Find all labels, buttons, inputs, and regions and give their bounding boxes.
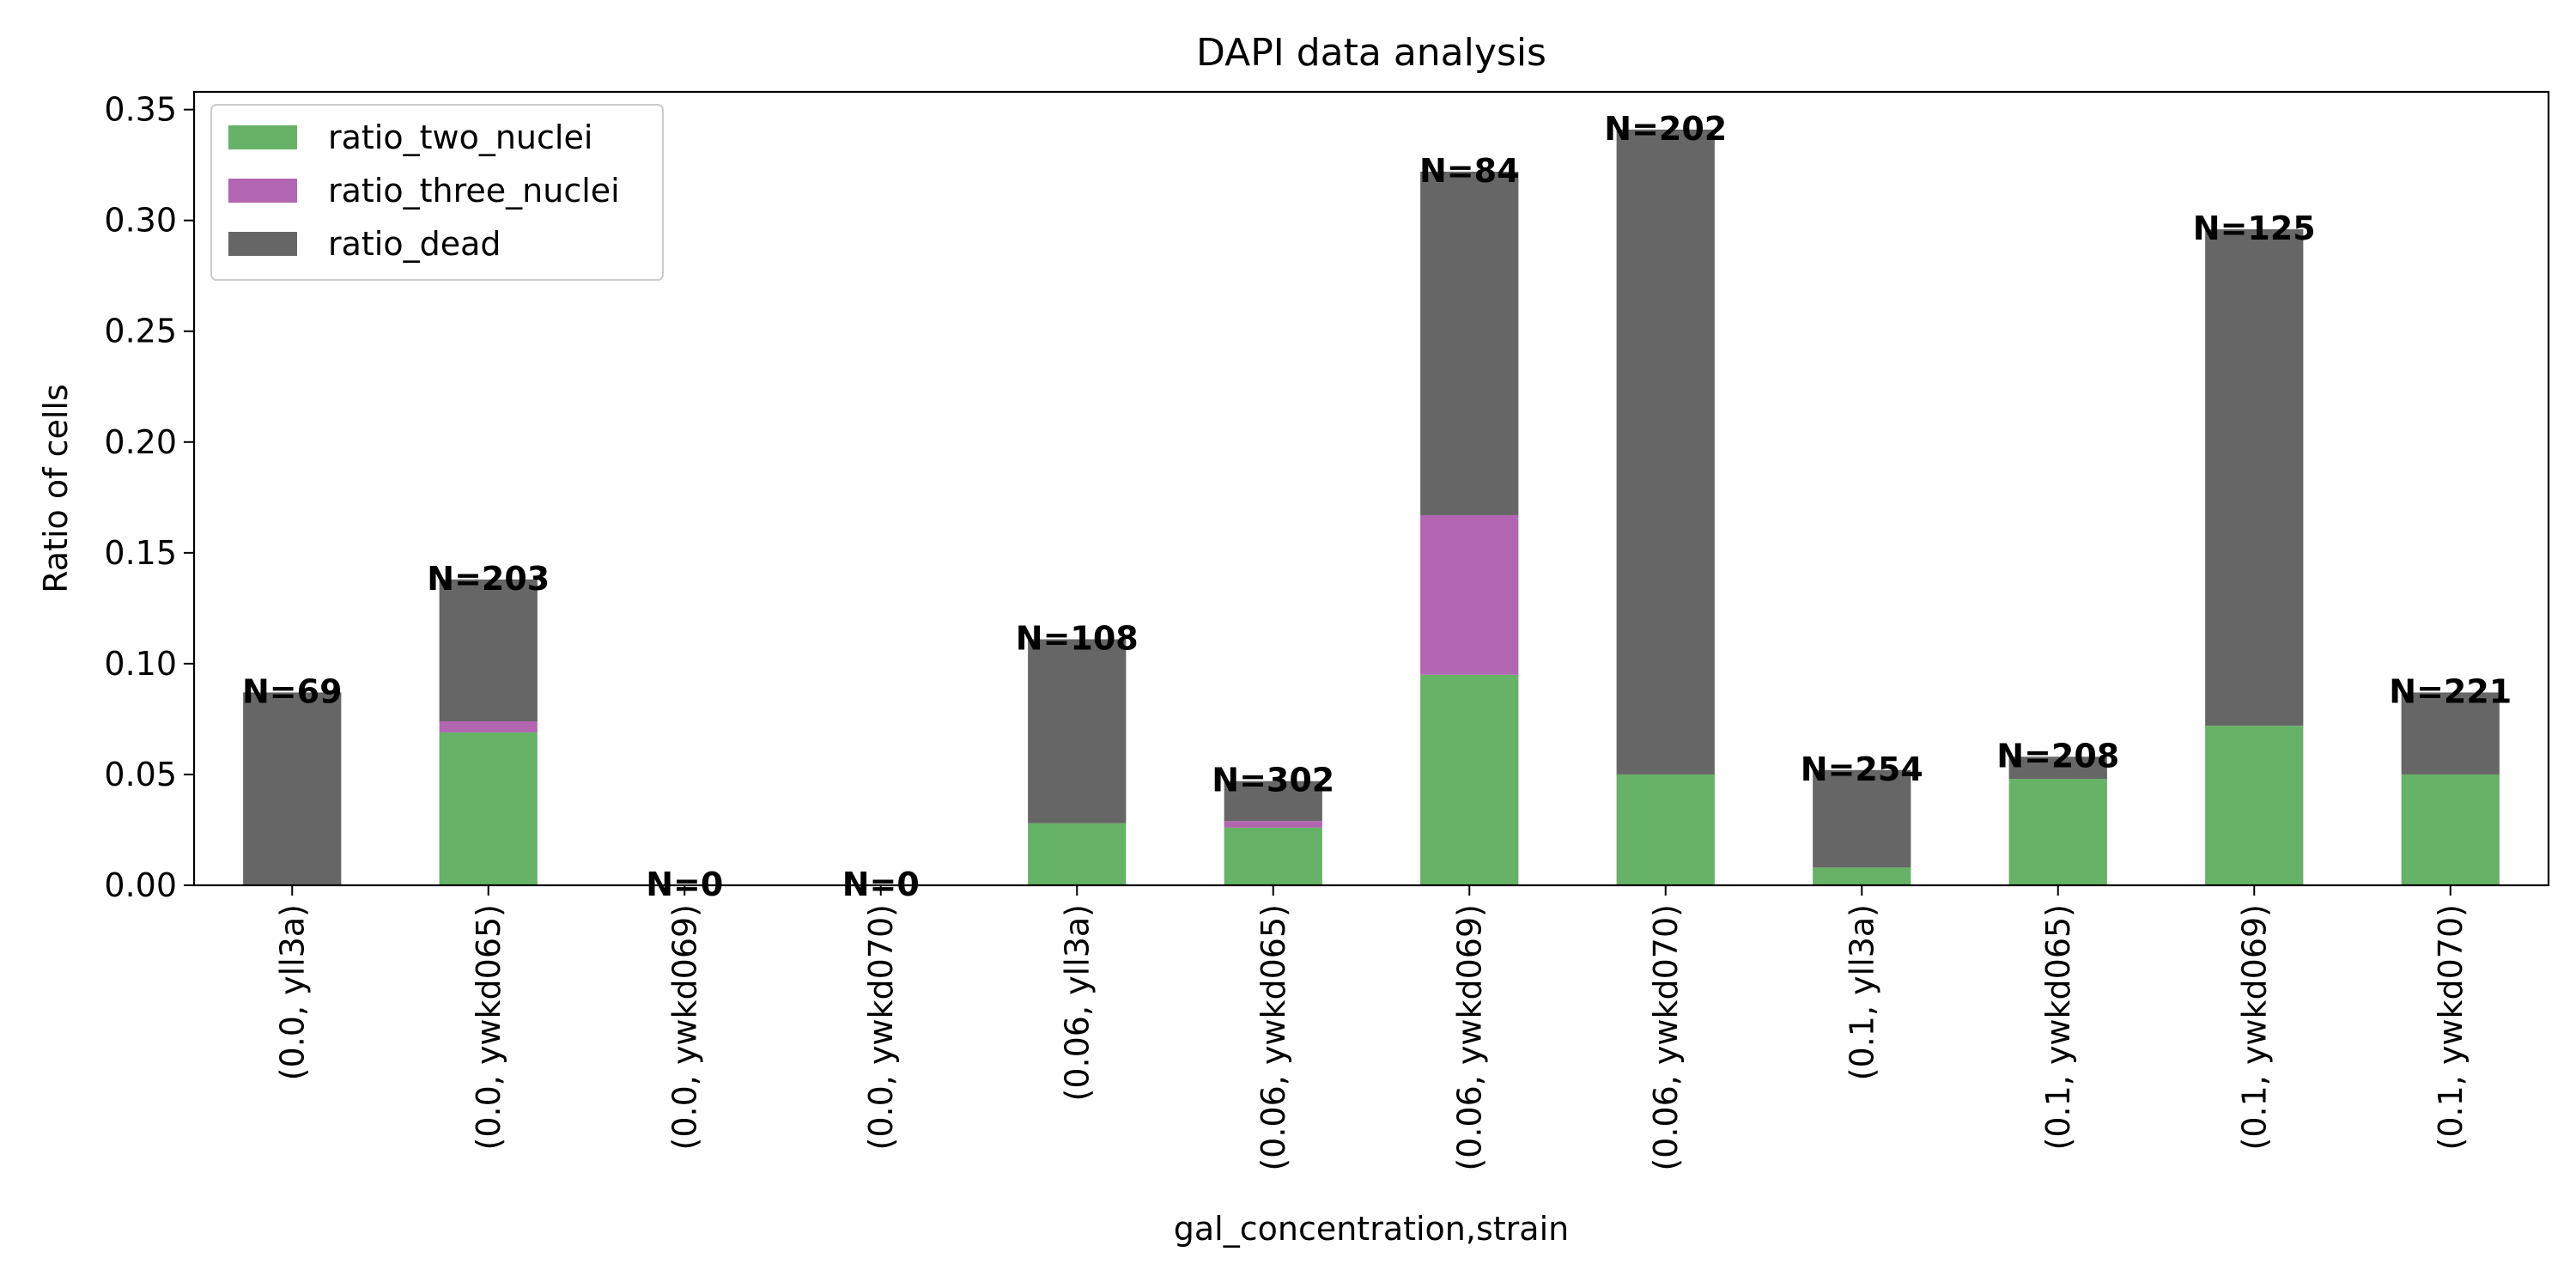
bar-annotation: N=203 <box>427 560 550 598</box>
legend-label-ratio_dead: ratio_dead <box>328 225 501 263</box>
legend-label-ratio_two_nuclei: ratio_two_nuclei <box>328 118 592 156</box>
bar-annotation: N=0 <box>842 866 920 903</box>
y-tick-label: 0.30 <box>104 202 177 240</box>
bar-ratio_two_nuclei-6 <box>1420 674 1519 885</box>
plot-area <box>243 129 2500 885</box>
bar-ratio_dead-9 <box>2008 756 2107 780</box>
legend-swatch-ratio_dead <box>228 232 297 256</box>
bar-annotation: N=254 <box>1801 750 1923 788</box>
bar-annotation: N=108 <box>1016 620 1139 658</box>
bar-annotation: N=125 <box>2193 210 2316 247</box>
bar-ratio_two_nuclei-4 <box>1028 823 1127 885</box>
bar-annotation: N=302 <box>1212 762 1334 799</box>
x-tick-label: (0.06, ywkd069) <box>1450 904 1488 1171</box>
y-axis-label: Ratio of cells <box>37 384 75 593</box>
bar-ratio_two_nuclei-10 <box>2205 726 2304 885</box>
bar-ratio_three_nuclei-6 <box>1420 514 1519 675</box>
bar-ratio_two_nuclei-8 <box>1813 867 1911 885</box>
bar-ratio_two_nuclei-11 <box>2401 774 2500 885</box>
bar-ratio_dead-8 <box>1813 769 1911 868</box>
chart-title: DAPI data analysis <box>1196 31 1546 75</box>
x-tick-label: (0.0, ywkd070) <box>862 904 900 1150</box>
x-tick-label: (0.0, ywkd069) <box>665 904 703 1150</box>
bar-ratio_dead-6 <box>1420 171 1519 515</box>
x-tick-label: (0.0, ywkd065) <box>470 904 507 1150</box>
legend-swatch-ratio_two_nuclei <box>228 125 297 149</box>
bar-annotation: N=202 <box>1604 110 1727 148</box>
bar-ratio_two_nuclei-9 <box>2008 779 2107 885</box>
bar-annotation: N=84 <box>1419 152 1520 190</box>
y-tick-label: 0.10 <box>104 645 177 683</box>
x-axis-label: gal_concentration,strain <box>1174 1210 1569 1248</box>
bar-ratio_dead-7 <box>1616 129 1715 775</box>
x-tick-label: (0.1, ywkd070) <box>2432 904 2470 1150</box>
bar-annotation: N=208 <box>1996 737 2119 775</box>
bar-ratio_dead-0 <box>243 692 342 885</box>
legend-box <box>210 104 664 281</box>
bar-annotation: N=221 <box>2389 672 2512 710</box>
legend: ratio_two_nuclei ratio_three_nuclei ratio_… <box>210 104 664 281</box>
x-axis: (0.0, yll3a) (0.0, ywkd065) (0.0, ywkd069)… <box>273 885 2470 1171</box>
y-tick-label: 0.05 <box>104 756 177 793</box>
bar-ratio_two_nuclei-5 <box>1224 827 1322 885</box>
bar-ratio_dead-1 <box>439 579 538 722</box>
bar-ratio_three_nuclei-5 <box>1224 821 1322 828</box>
x-tick-label: (0.06, ywkd065) <box>1255 904 1292 1171</box>
y-tick-label: 0.15 <box>104 534 177 572</box>
bar-annotation: N=0 <box>646 866 723 903</box>
y-tick-label: 0.00 <box>104 866 177 904</box>
x-tick-label: (0.06, yll3a) <box>1058 904 1096 1101</box>
bar-ratio_dead-10 <box>2205 229 2304 726</box>
bar-ratio_dead-11 <box>2401 692 2500 775</box>
bar-annotations: N=69 N=203 N=0 N=0 N=108 N=302 N=84 N=202 N=254 N… <box>242 110 2512 903</box>
axes-frame <box>192 90 2550 887</box>
x-tick-label: (0.1, ywkd069) <box>2235 904 2273 1150</box>
bar-ratio_dead-5 <box>1224 781 1322 822</box>
y-tick-label: 0.20 <box>104 423 177 461</box>
y-axis: 0.00 0.05 0.10 0.15 0.20 0.25 0.30 0.35 <box>104 91 194 904</box>
bar-ratio_two_nuclei-1 <box>439 732 538 885</box>
y-tick-label: 0.35 <box>104 91 177 129</box>
legend-label-ratio_three_nuclei: ratio_three_nuclei <box>328 172 620 210</box>
bar-ratio_dead-4 <box>1028 639 1127 823</box>
bar-ratio_three_nuclei-1 <box>439 721 538 732</box>
y-tick-label: 0.25 <box>104 313 177 350</box>
x-tick-label: (0.1, yll3a) <box>1843 904 1880 1080</box>
x-tick-label: (0.0, yll3a) <box>273 904 311 1080</box>
x-tick-label: (0.06, ywkd070) <box>1647 904 1685 1171</box>
legend-swatch-ratio_three_nuclei <box>228 179 297 203</box>
x-tick-label: (0.1, ywkd065) <box>2039 904 2077 1150</box>
bar-annotation: N=69 <box>242 672 343 710</box>
bar-ratio_two_nuclei-7 <box>1616 774 1715 885</box>
